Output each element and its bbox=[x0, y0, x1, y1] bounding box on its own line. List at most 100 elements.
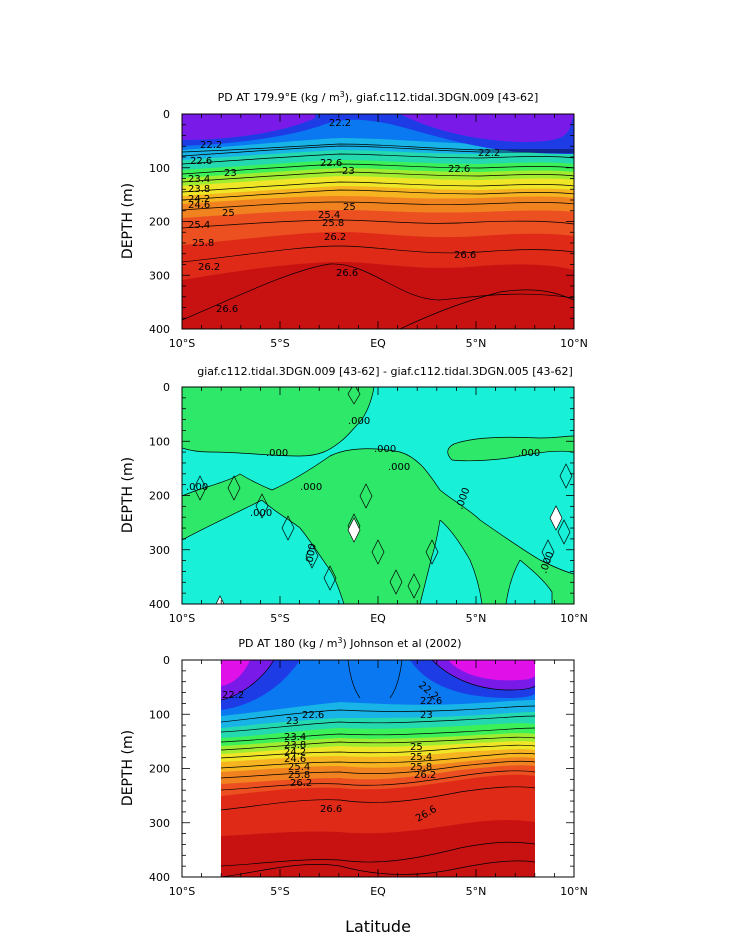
panel-1: PD AT 179.9°E (kg / m3), giaf.c112.tidal… bbox=[120, 90, 588, 351]
p2-clabel-7: .000 bbox=[250, 508, 272, 519]
p1-isoline-1 bbox=[182, 145, 574, 157]
p1-ytick-label: 100 bbox=[149, 162, 170, 175]
p1-clabel-12: 25 bbox=[222, 208, 235, 219]
p1-clabel-21: 26.6 bbox=[454, 250, 476, 261]
p3-band-13 bbox=[221, 660, 535, 686]
p1-isoline-11 bbox=[399, 289, 574, 329]
panel-1-ylabel: DEPTH (m) bbox=[120, 183, 136, 259]
p1-ytick-label: 0 bbox=[163, 108, 170, 121]
p2-diamond-white-2 bbox=[215, 595, 225, 604]
p2-diamond-3 bbox=[281, 515, 295, 541]
p1-ytick-label: 300 bbox=[149, 269, 170, 282]
p3-clabel-16: 26.2 bbox=[414, 770, 436, 781]
p3-clabel-9: 24.6 bbox=[284, 754, 306, 765]
p1-isoline-2 bbox=[182, 153, 574, 165]
p2-diamond-white-1 bbox=[549, 505, 563, 531]
p1-clabel-18: 26.2 bbox=[198, 262, 220, 273]
figure-xlabel: Latitude bbox=[345, 917, 411, 936]
p3-isoline-4 bbox=[220, 744, 536, 759]
p3-isolines bbox=[220, 660, 536, 877]
p3-xtick-label: 10°S bbox=[169, 885, 195, 898]
p1-clabel-11: 24.6 bbox=[188, 200, 210, 211]
p1-clabel-7: 23 bbox=[342, 166, 355, 177]
p3-isoline-10 bbox=[220, 860, 536, 877]
p2-clabel-5: .000 bbox=[186, 482, 208, 493]
p1-xtick-label: EQ bbox=[370, 337, 386, 350]
panel-2-ylabel: DEPTH (m) bbox=[120, 457, 136, 533]
p3-ytick-label: 100 bbox=[149, 708, 170, 721]
p3-clabel-4: 23 bbox=[286, 716, 299, 727]
p2-xtick-label: EQ bbox=[370, 612, 386, 625]
p2-band-cyan-inset bbox=[182, 500, 344, 604]
p3-xtick-label: 5°N bbox=[466, 885, 487, 898]
p1-clabel-16: 25.8 bbox=[192, 238, 214, 249]
p1-isoline-4 bbox=[182, 171, 574, 183]
p1-clabel-22: 26.6 bbox=[216, 304, 238, 315]
p2-clabel-1: .000 bbox=[266, 448, 288, 459]
p2-isoline-right bbox=[447, 435, 574, 462]
p2-isoline-main bbox=[182, 448, 574, 575]
p2-ytick-label: 400 bbox=[149, 598, 170, 611]
p3-isoline-8 bbox=[220, 786, 536, 811]
p2-clabel-2: .000 bbox=[374, 444, 396, 455]
panel-3: PD AT 180 (kg / m3) Johnson et al (2002) bbox=[120, 636, 588, 899]
p1-xtick-label: 5°N bbox=[466, 337, 487, 350]
panel-1-field: 22.2 22.2 22.2 22.6 22.6 22.6 23 23 23.4… bbox=[182, 114, 574, 329]
p2-diamond-8 bbox=[371, 539, 385, 565]
p2-isolines bbox=[182, 387, 574, 604]
p2-xtick-label: 5°N bbox=[466, 612, 487, 625]
p1-clabel-20: 26.6 bbox=[336, 268, 358, 279]
p1-clabel-19: 26.2 bbox=[324, 232, 346, 243]
p3-clabel-6: 23.4 bbox=[284, 732, 306, 743]
p1-contour-labels: 22.2 22.2 22.2 22.6 22.6 22.6 23 23 23.4… bbox=[188, 118, 500, 315]
p2-diamond-9 bbox=[389, 569, 403, 595]
p1-clabel-5: 22.6 bbox=[448, 164, 470, 175]
p1-clabel-6: 23 bbox=[224, 168, 237, 179]
p1-isoline-10 bbox=[182, 263, 574, 321]
p2-xtick-label: 10°N bbox=[560, 612, 588, 625]
p2-diamond-4 bbox=[305, 543, 319, 569]
panel-1-title-sup: 3 bbox=[340, 90, 345, 99]
p3-clabel-7: 23.8 bbox=[284, 740, 306, 751]
p1-ytick-label: 200 bbox=[149, 216, 170, 229]
p2-diamond-10 bbox=[407, 573, 421, 599]
panel-2: giaf.c112.tidal.3DGN.009 [43-62] - giaf.… bbox=[120, 365, 588, 625]
p2-clabel-4: .000 bbox=[518, 448, 540, 459]
p3-isoline-6 bbox=[220, 760, 536, 779]
p1-clabel-1: 22.2 bbox=[200, 140, 222, 151]
p1-clabel-15: 25.4 bbox=[318, 210, 340, 221]
p3-clabel-0: 22.2 bbox=[222, 690, 244, 701]
panel-3-title-b: ) Johnson et al (2002) bbox=[343, 637, 462, 650]
p2-diamond-13 bbox=[557, 519, 571, 545]
p3-ytick-label: 200 bbox=[149, 763, 170, 776]
p1-isoline-5 bbox=[182, 181, 574, 193]
p2-clabel-0: .000 bbox=[348, 416, 370, 427]
panel-1-title: PD AT 179.9°E (kg / m3), giaf.c112.tidal… bbox=[218, 90, 539, 105]
panel-3-axes: 10°S 5°S EQ 5°N 10°N 0 100 200 300 400 bbox=[149, 654, 588, 898]
p2-isoline-inset-3 bbox=[505, 559, 553, 604]
p3-isoline-7 bbox=[220, 770, 536, 791]
p3-xtick-label: 10°N bbox=[560, 885, 588, 898]
p2-diamond-white-0 bbox=[347, 517, 361, 543]
p1-clabel-0: 22.2 bbox=[329, 118, 351, 129]
p3-clabel-17: 26.6 bbox=[320, 804, 342, 815]
p3-isoline-upper bbox=[220, 660, 536, 701]
p2-ytick-label: 300 bbox=[149, 544, 170, 557]
panel-3-title-a: PD AT 180 (kg / m bbox=[238, 637, 337, 650]
p3-isoline-1 bbox=[220, 715, 536, 733]
p3-band-blue-core bbox=[348, 660, 402, 698]
p3-isoline-0 bbox=[220, 705, 536, 723]
p1-xtick-label: 10°S bbox=[169, 337, 195, 350]
p1-isolines bbox=[182, 143, 574, 329]
p2-diamond-5 bbox=[323, 565, 337, 591]
p1-clabel-17: 25.8 bbox=[322, 218, 344, 229]
p3-ytick-label: 300 bbox=[149, 817, 170, 830]
p1-clabel-14: 25.4 bbox=[188, 220, 210, 231]
panel-2-field: .000 .000 .000 .000 .000 .000 .000 .000 … bbox=[182, 387, 574, 604]
p1-clabel-9: 23.8 bbox=[188, 184, 210, 195]
p2-ytick-label: 0 bbox=[163, 381, 170, 394]
p1-isoline-8 bbox=[182, 219, 574, 229]
p3-clabel-14: 25.8 bbox=[410, 762, 432, 773]
panel-1-axes: 10°S 5°S EQ 5°N 10°N 0 100 200 300 400 bbox=[149, 108, 588, 350]
p1-clabel-4: 22.6 bbox=[320, 158, 342, 169]
